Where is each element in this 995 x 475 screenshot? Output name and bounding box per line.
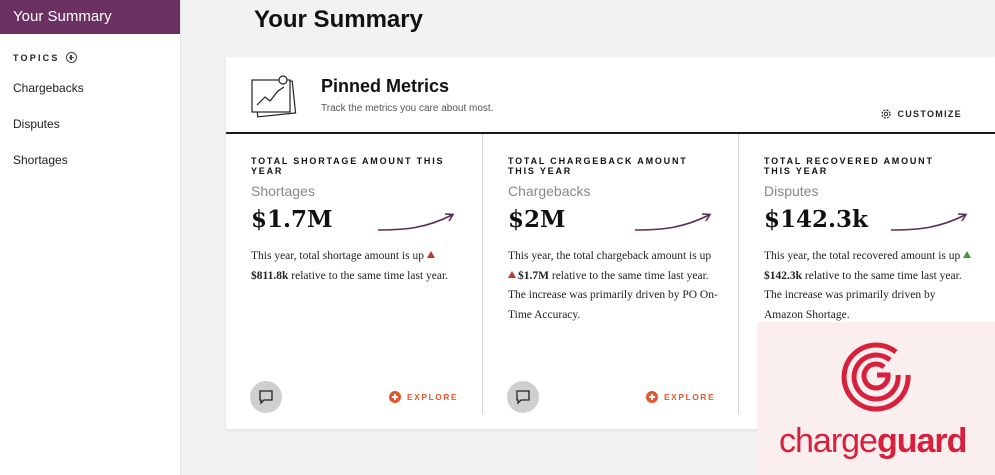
metric-topic: Disputes [764, 183, 819, 199]
up-triangle-icon [426, 251, 435, 258]
metric-desc-after: relative to the same time last year. The… [764, 269, 962, 321]
metric-value: $142.3k [764, 206, 868, 233]
up-triangle-icon [963, 251, 972, 258]
metric-description: This year, the total chargeback amount i… [508, 247, 720, 325]
metric-desc-before: This year, the total recovered amount is… [764, 250, 961, 262]
metric-change-amount: $811.8k [251, 269, 289, 282]
trend-up-icon [634, 213, 712, 231]
metric-change-amount: $1.7M [518, 269, 549, 282]
brand-watermark: chargeguard [757, 322, 995, 475]
trend-up-icon [377, 213, 455, 231]
metric-desc-after: relative to the same time last year. [291, 269, 449, 282]
metric-value: $1.7M [251, 206, 333, 233]
add-topic-icon[interactable] [65, 52, 77, 63]
sidebar: Your Summary TOPICS Chargebacks Disputes… [0, 0, 181, 475]
card-subtitle: Track the metrics you care about most. [321, 103, 494, 114]
sidebar-item-disputes[interactable]: Disputes [13, 117, 60, 131]
sidebar-item-chargebacks[interactable]: Chargebacks [13, 81, 84, 95]
brand-name-light: charge [779, 422, 878, 460]
brand-name-bold: guard [876, 422, 967, 460]
sidebar-item-your-summary[interactable]: Your Summary [0, 0, 180, 34]
plus-circle-icon [646, 391, 658, 403]
metric-desc-after: relative to the same time last year. The… [508, 269, 718, 321]
metric-value: $2M [508, 206, 566, 233]
metric-label: TOTAL CHARGEBACK AMOUNT THIS YEAR [508, 156, 688, 176]
comment-icon [516, 390, 530, 405]
card-header: Pinned Metrics Track the metrics you car… [226, 57, 995, 134]
card-title: Pinned Metrics [321, 76, 450, 96]
comment-button[interactable] [507, 381, 539, 413]
trend-up-icon [890, 213, 968, 231]
metrics-row: TOTAL SHORTAGE AMOUNT THIS YEAR Shortage… [226, 134, 995, 414]
pinned-metrics-card: Pinned Metrics Track the metrics you car… [226, 57, 995, 429]
metric-recovered: TOTAL RECOVERED AMOUNT THIS YEAR Dispute… [738, 134, 994, 414]
metric-description: This year, total shortage amount is up $… [251, 247, 463, 286]
sidebar-item-shortages[interactable]: Shortages [13, 153, 68, 167]
explore-label: EXPLORE [664, 392, 716, 402]
customize-button[interactable]: CUSTOMIZE [880, 108, 962, 120]
customize-label: CUSTOMIZE [897, 109, 962, 119]
pinned-chart-icon [251, 75, 297, 118]
comment-button[interactable] [250, 381, 282, 413]
chargeguard-logo-icon [841, 342, 911, 412]
comment-icon [259, 390, 273, 405]
metric-topic: Chargebacks [508, 183, 591, 199]
metric-shortage: TOTAL SHORTAGE AMOUNT THIS YEAR Shortage… [226, 134, 482, 414]
topics-header: TOPICS [13, 52, 180, 63]
metric-desc-before: This year, the total chargeback amount i… [508, 250, 712, 262]
explore-label: EXPLORE [407, 392, 459, 402]
gear-icon [881, 109, 892, 119]
plus-circle-icon [389, 391, 401, 403]
metric-topic: Shortages [251, 183, 315, 199]
metric-description: This year, the total recovered amount is… [764, 247, 976, 325]
metric-label: TOTAL RECOVERED AMOUNT THIS YEAR [764, 156, 934, 176]
explore-button[interactable]: EXPLORE [646, 391, 715, 403]
metric-change-amount: $142.3k [764, 269, 803, 282]
metric-desc-before: This year, total shortage amount is up [251, 250, 424, 262]
topics-label: TOPICS [13, 52, 60, 63]
explore-button[interactable]: EXPLORE [389, 391, 458, 403]
brand-name: chargeguard [779, 422, 967, 461]
page-title: Your Summary [254, 6, 423, 33]
up-triangle-icon [508, 270, 516, 278]
metric-label: TOTAL SHORTAGE AMOUNT THIS YEAR [251, 156, 445, 176]
metric-chargeback: TOTAL CHARGEBACK AMOUNT THIS YEAR Charge… [482, 134, 738, 414]
